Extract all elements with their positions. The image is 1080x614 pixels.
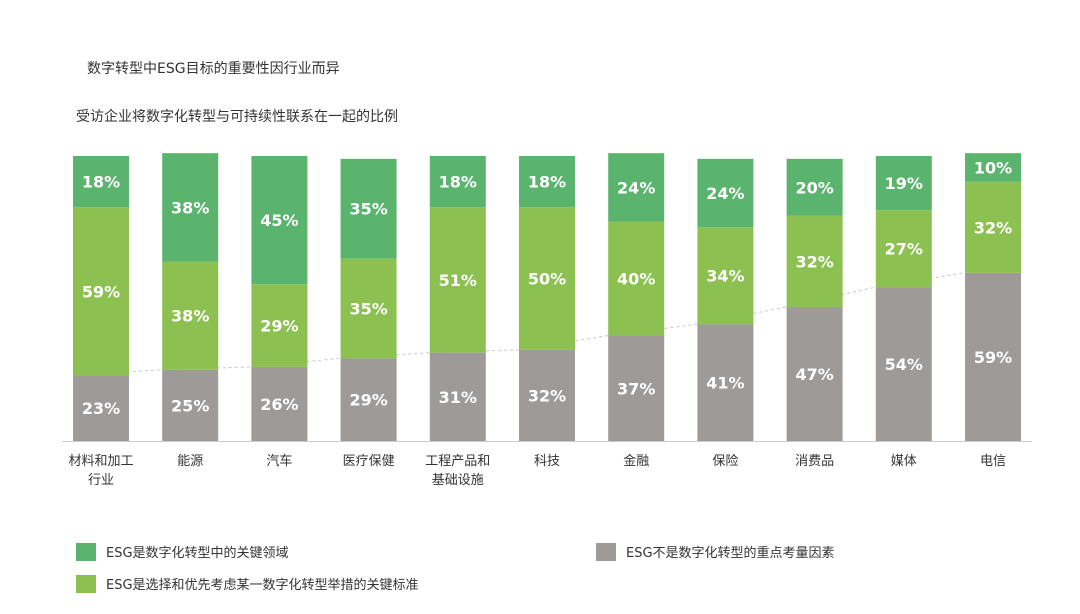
- bar-segment-1-5: [519, 207, 575, 350]
- bar-segment-2-1: [162, 153, 219, 262]
- bar-segment-1-10: [965, 181, 1021, 273]
- category-label: 汽车: [266, 453, 292, 469]
- category-label: 电信: [980, 454, 1006, 469]
- bar-segment-0-7: [697, 324, 754, 441]
- data-label: 59%: [974, 348, 1012, 367]
- legend-label-not-focus: ESG不是数字化转型的重点考量因素: [626, 546, 835, 561]
- legend-item-key-area: ESG是数字化转型中的关键领域: [76, 542, 289, 561]
- data-label: 32%: [974, 218, 1012, 237]
- data-label: 38%: [171, 307, 209, 326]
- data-label: 18%: [439, 173, 477, 192]
- category-label: 行业: [88, 473, 114, 488]
- category-label: 金融: [623, 453, 649, 469]
- bar-segment-1-7: [697, 227, 754, 325]
- data-label: 47%: [795, 365, 833, 384]
- category-label: 工程产品和: [425, 454, 490, 469]
- data-label: 18%: [528, 173, 566, 192]
- bar-segment-0-1: [162, 369, 219, 441]
- data-label: 45%: [260, 211, 298, 230]
- legend-label-key-area: ESG是数字化转型中的关键领域: [106, 546, 289, 561]
- bar-segment-2-5: [519, 156, 575, 208]
- bar-segment-0-9: [875, 287, 932, 441]
- bar-segment-1-9: [875, 210, 932, 288]
- category-label: 基础设施: [432, 473, 484, 488]
- category-label: 医疗保健: [343, 454, 395, 469]
- bar-segment-1-8: [786, 215, 843, 308]
- category-label: 保险: [712, 454, 738, 469]
- bar-segment-1-6: [608, 221, 665, 336]
- bar-segment-0-5: [519, 349, 575, 441]
- data-label: 10%: [974, 158, 1012, 177]
- bar-segment-1-3: [340, 258, 397, 359]
- legend-swatch-dark-green: [76, 542, 96, 561]
- bar-segment-0-6: [608, 335, 665, 441]
- bar-segment-2-9: [875, 156, 932, 211]
- legend-item-key-criterion: ESG是选择和优先考虑某一数字化转型举措的关键标准: [76, 574, 419, 593]
- bar-segment-2-10: [965, 153, 1021, 182]
- data-label: 34%: [706, 267, 744, 286]
- data-label: 32%: [528, 386, 566, 405]
- bar-segment-0-10: [965, 272, 1021, 441]
- data-label: 32%: [795, 252, 833, 271]
- data-label: 35%: [349, 200, 387, 219]
- chart-subtitle: 受访企业将数字化转型与可持续性联系在一起的比例: [76, 109, 398, 125]
- bar-segment-2-7: [697, 158, 754, 228]
- bar-segment-2-8: [786, 158, 843, 216]
- bar-segment-2-4: [429, 156, 486, 208]
- data-label: 23%: [82, 399, 120, 418]
- data-label: 26%: [260, 395, 298, 414]
- data-label: 19%: [885, 174, 923, 193]
- data-label: 25%: [171, 396, 209, 415]
- data-label: 29%: [260, 317, 298, 336]
- bar-segment-2-6: [608, 153, 665, 222]
- bar-segment-0-2: [251, 366, 308, 441]
- data-label: 41%: [706, 374, 744, 393]
- data-label: 35%: [349, 299, 387, 318]
- data-label: 59%: [82, 282, 120, 301]
- category-label: 媒体: [891, 454, 917, 469]
- bar-segment-1-0: [73, 207, 129, 376]
- bar-segment-0-3: [340, 358, 397, 441]
- bar-segment-2-2: [251, 156, 308, 285]
- bar-segment-1-2: [251, 284, 308, 367]
- data-label: 50%: [528, 270, 566, 289]
- data-label: 51%: [439, 271, 477, 290]
- legend-item-not-focus: ESG不是数字化转型的重点考量因素: [596, 542, 835, 561]
- data-label: 29%: [349, 391, 387, 410]
- category-label: 消费品: [795, 454, 834, 469]
- data-label: 40%: [617, 270, 655, 289]
- data-label: 31%: [439, 388, 477, 407]
- chart-title: 数字转型中ESG目标的重要性因行业而异: [87, 61, 340, 77]
- bar-segment-2-3: [340, 158, 397, 259]
- category-label: 科技: [534, 454, 560, 469]
- legend-label-key-criterion: ESG是选择和优先考虑某一数字化转型举措的关键标准: [106, 578, 419, 593]
- bar-segment-1-4: [429, 207, 486, 353]
- data-label: 18%: [82, 173, 120, 192]
- data-label: 54%: [885, 355, 923, 374]
- bar-segment-0-4: [429, 352, 486, 441]
- bar-segment-0-0: [73, 375, 129, 441]
- legend-swatch-gray: [596, 542, 616, 561]
- data-label: 24%: [617, 178, 655, 197]
- bar-segment-2-0: [73, 156, 129, 208]
- category-label: 材料和加工: [68, 454, 133, 469]
- data-label: 27%: [885, 240, 923, 259]
- data-label: 38%: [171, 198, 209, 217]
- category-label: 能源: [177, 454, 203, 469]
- data-label: 37%: [617, 379, 655, 398]
- data-label: 20%: [795, 178, 833, 197]
- data-label: 24%: [706, 184, 744, 203]
- legend-swatch-light-green: [76, 574, 96, 593]
- bar-segment-1-1: [162, 261, 219, 370]
- bar-segment-0-8: [786, 307, 843, 441]
